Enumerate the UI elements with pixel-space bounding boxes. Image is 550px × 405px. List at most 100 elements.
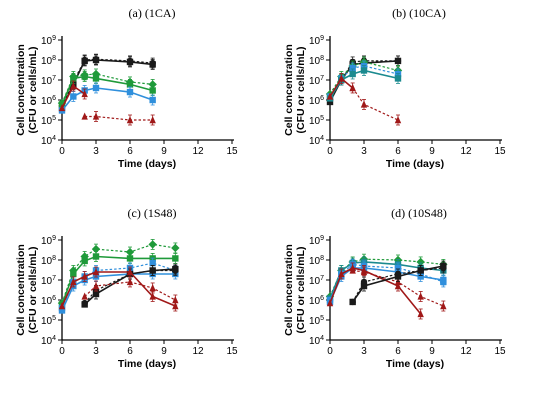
data-point — [81, 73, 88, 80]
data-point — [360, 100, 368, 108]
data-point — [92, 282, 100, 290]
y-tick-label: 109 — [41, 35, 56, 47]
data-point — [92, 112, 100, 120]
panel-title-a: (a) (1CA) — [128, 6, 176, 20]
y-tick-label: 109 — [41, 235, 56, 247]
data-point — [417, 267, 424, 274]
y-tick-label: 105 — [309, 115, 324, 127]
y-axis-label-units: (CFU or cells/mL) — [27, 247, 39, 334]
data-point — [416, 257, 425, 267]
x-tick-label: 15 — [226, 146, 238, 157]
data-point — [338, 269, 345, 278]
series-line — [61, 271, 176, 307]
data-point — [92, 75, 100, 82]
y-axis-label: Cell concentration — [15, 244, 27, 336]
data-point — [70, 82, 77, 90]
series-line — [61, 75, 153, 105]
y-tick-label: 108 — [309, 55, 324, 67]
data-point — [70, 277, 77, 286]
y-tick-label: 108 — [309, 255, 324, 267]
y-tick-label: 106 — [309, 95, 324, 107]
x-tick-label: 3 — [93, 146, 99, 157]
data-point — [394, 57, 402, 65]
data-point — [70, 270, 77, 278]
y-tick-label: 109 — [309, 35, 324, 47]
data-point — [126, 116, 134, 124]
series-line — [84, 115, 153, 121]
y-tick-label: 104 — [309, 335, 324, 347]
data-point — [81, 89, 88, 98]
data-point — [149, 87, 156, 94]
data-point — [326, 92, 334, 100]
data-point — [149, 267, 156, 274]
plot-panel-2: 104 105 106 107 108 109 0 3 6 9 12 15 Time (days) Cel… — [283, 35, 506, 170]
data-point — [417, 292, 424, 300]
x-tick-label: 12 — [192, 146, 204, 157]
data-point — [149, 259, 156, 267]
data-point — [349, 298, 356, 306]
data-point — [394, 116, 402, 124]
series-line — [329, 267, 444, 303]
data-point — [440, 276, 447, 284]
y-tick-label: 106 — [41, 295, 56, 307]
y-axis-label-units: (CFU or cells/mL) — [27, 47, 39, 134]
data-point — [148, 80, 157, 89]
data-point — [81, 272, 88, 280]
data-point — [126, 81, 134, 88]
y-tick-label: 105 — [41, 115, 56, 127]
plot-panel-1: 104 105 106 107 108 109 0 3 6 9 12 15 Time (days) Cel… — [15, 35, 238, 170]
x-tick-label: 6 — [395, 146, 401, 157]
data-point — [70, 75, 77, 82]
panel-title-c: (c) (1S48) — [127, 206, 177, 220]
plot-panel-4: 104 105 106 107 108 109 0 3 6 9 12 15 Time (days) Cel… — [283, 235, 506, 370]
x-tick-label: 15 — [494, 346, 506, 357]
y-tick-label: 107 — [309, 275, 324, 287]
data-point — [92, 253, 100, 260]
data-point — [126, 277, 134, 286]
y-tick-label: 106 — [309, 295, 324, 307]
x-tick-label: 12 — [192, 346, 204, 357]
data-point — [81, 292, 88, 300]
x-tick-label: 9 — [161, 346, 167, 357]
data-point — [394, 270, 402, 278]
x-tick-label: 0 — [59, 146, 65, 157]
y-tick-label: 104 — [41, 335, 56, 347]
y-axis-label: Cell concentration — [283, 44, 295, 136]
data-point — [70, 93, 77, 100]
panel-title-b: (b) (10CA) — [392, 6, 446, 20]
x-tick-label: 12 — [460, 146, 472, 157]
x-tick-label: 3 — [361, 146, 367, 157]
data-point — [417, 273, 424, 280]
x-tick-label: 12 — [460, 346, 472, 357]
data-point — [360, 278, 368, 286]
data-point — [394, 75, 402, 82]
x-tick-label: 6 — [395, 346, 401, 357]
data-point — [349, 70, 356, 78]
data-point — [440, 264, 447, 272]
data-point — [360, 67, 368, 74]
plot-panel-3: 104 105 106 107 108 109 0 3 6 9 12 15 Time (days) Cel… — [15, 235, 238, 370]
data-point — [58, 302, 66, 310]
x-tick-label: 3 — [93, 346, 99, 357]
data-point — [171, 243, 180, 253]
y-tick-label: 107 — [41, 275, 56, 287]
data-point — [149, 96, 156, 104]
data-point — [172, 267, 179, 274]
data-point — [91, 244, 101, 254]
data-point — [81, 299, 88, 307]
x-tick-label: 0 — [327, 146, 333, 157]
x-tick-label: 0 — [327, 346, 333, 357]
x-tick-label: 6 — [127, 146, 133, 157]
data-point — [148, 240, 157, 249]
data-point — [92, 84, 100, 92]
data-point — [149, 116, 156, 124]
y-tick-label: 105 — [41, 315, 56, 327]
data-point — [149, 61, 156, 68]
data-point — [81, 57, 88, 65]
data-point — [92, 268, 100, 276]
y-tick-label: 104 — [41, 135, 56, 147]
y-tick-label: 106 — [41, 95, 56, 107]
data-point — [172, 296, 179, 304]
data-point — [58, 307, 66, 314]
data-point — [126, 88, 134, 96]
